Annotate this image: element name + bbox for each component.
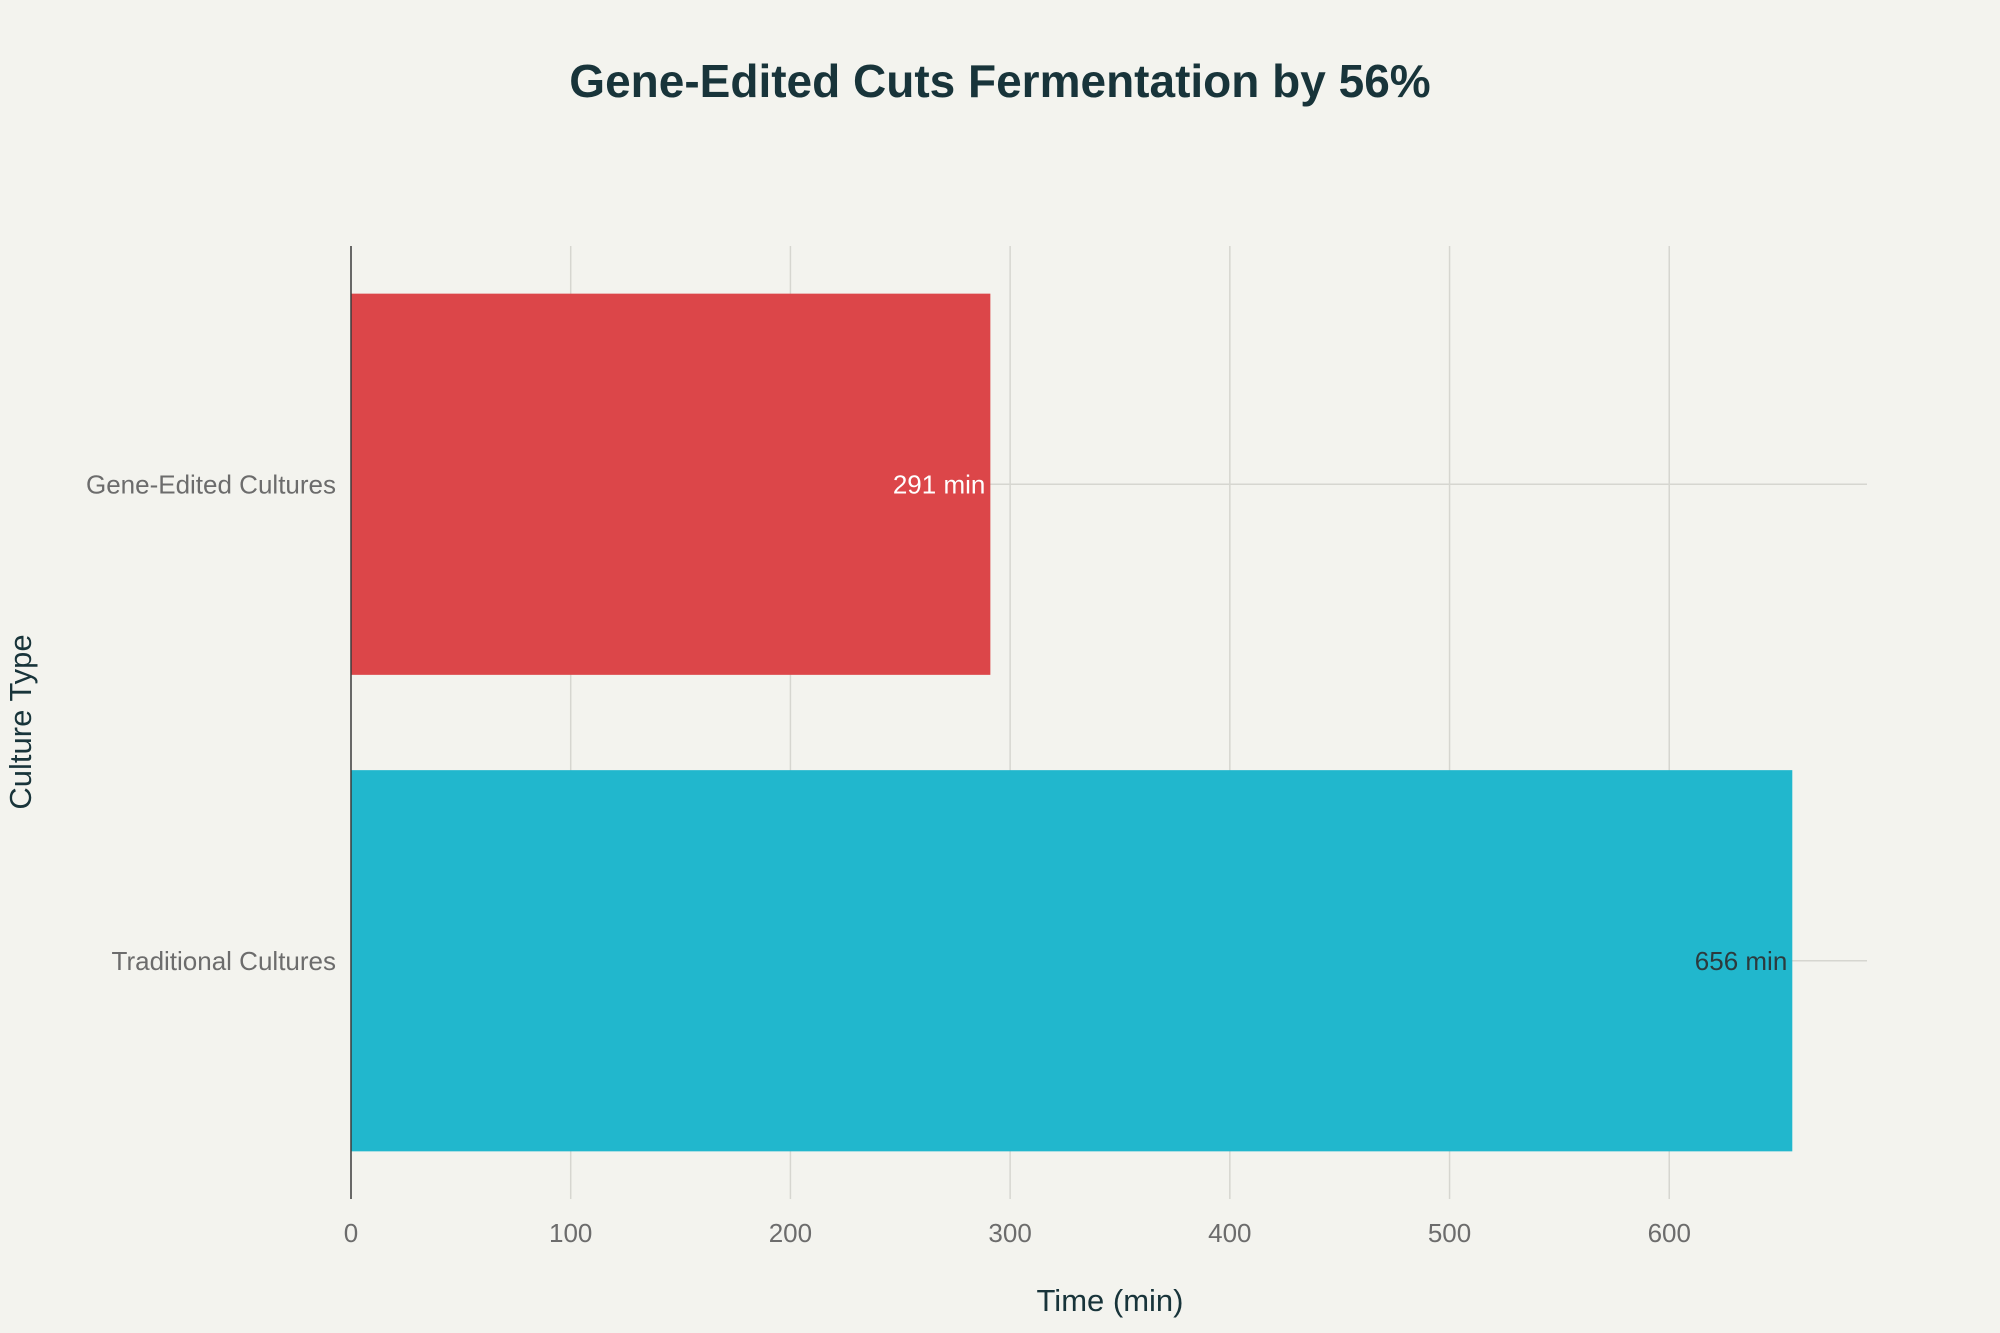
y-tick-label: Traditional Cultures xyxy=(112,946,336,976)
y-tick-label: Gene-Edited Cultures xyxy=(86,469,336,499)
x-tick-label: 400 xyxy=(1208,1218,1251,1248)
x-tick-label: 300 xyxy=(988,1218,1031,1248)
x-tick-label: 600 xyxy=(1648,1218,1691,1248)
bar xyxy=(351,770,1793,1152)
bar-data-label: 291 min xyxy=(893,469,986,499)
x-tick-label: 0 xyxy=(344,1218,358,1248)
chart-title: Gene-Edited Cuts Fermentation by 56% xyxy=(569,55,1430,107)
x-axis-title: Time (min) xyxy=(1037,1283,1184,1318)
bar xyxy=(351,293,991,675)
bar-layer: 291 min 656 min xyxy=(351,293,1793,1152)
bar-data-label: 656 min xyxy=(1695,946,1788,976)
axis-layer: 0 100 200 300 400 500 600 Gene-Edited Cultures T… xyxy=(86,246,1691,1248)
x-tick-label: 500 xyxy=(1428,1218,1471,1248)
x-tick-label: 100 xyxy=(549,1218,592,1248)
x-tick-label: 200 xyxy=(769,1218,812,1248)
y-axis-title: Culture Type xyxy=(3,634,38,809)
